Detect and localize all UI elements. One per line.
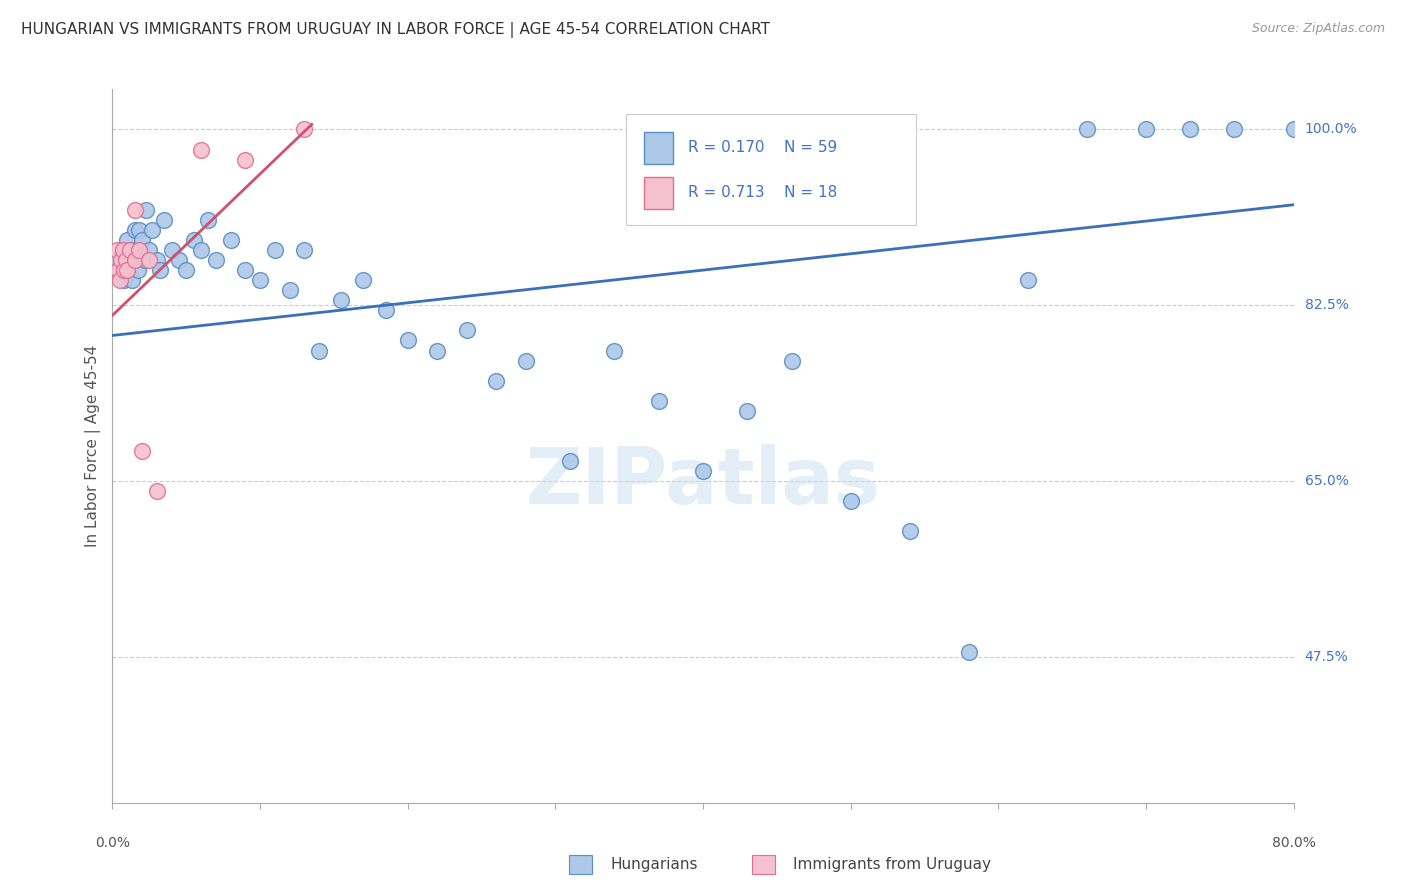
Point xyxy=(839,494,862,508)
Point xyxy=(330,293,353,308)
Point xyxy=(146,253,169,268)
Point xyxy=(141,223,163,237)
Text: ZIPatlas: ZIPatlas xyxy=(526,443,880,520)
Point xyxy=(125,243,148,257)
Point xyxy=(131,444,153,458)
Point xyxy=(138,253,160,268)
Point xyxy=(456,323,478,337)
Point xyxy=(127,263,149,277)
Text: 80.0%: 80.0% xyxy=(1271,836,1316,850)
Point xyxy=(205,253,228,268)
Point xyxy=(124,253,146,268)
Point xyxy=(167,253,190,268)
Point xyxy=(957,645,980,659)
Point xyxy=(117,233,138,247)
Point xyxy=(121,273,143,287)
Text: R = 0.170    N = 59: R = 0.170 N = 59 xyxy=(688,140,837,155)
Point xyxy=(108,263,131,277)
Text: Immigrants from Uruguay: Immigrants from Uruguay xyxy=(793,857,991,871)
Point xyxy=(396,334,419,348)
Point xyxy=(120,243,142,257)
Point xyxy=(190,143,212,157)
Point xyxy=(114,253,136,268)
Point xyxy=(1076,122,1098,136)
Text: 0.0%: 0.0% xyxy=(96,836,129,850)
Point xyxy=(128,243,150,257)
Point xyxy=(108,273,131,287)
Point xyxy=(174,263,197,277)
Point xyxy=(153,212,176,227)
Point xyxy=(128,223,150,237)
Point xyxy=(352,273,374,287)
Point xyxy=(124,202,146,217)
Point xyxy=(135,202,157,217)
Point xyxy=(233,153,256,167)
Point xyxy=(278,283,301,297)
FancyBboxPatch shape xyxy=(644,132,673,164)
Point xyxy=(120,243,142,257)
Point xyxy=(117,263,138,277)
Point xyxy=(603,343,626,358)
Point xyxy=(308,343,330,358)
Point xyxy=(1223,122,1246,136)
Point xyxy=(647,393,671,408)
Point xyxy=(190,243,212,257)
Point xyxy=(292,122,315,136)
Text: Hungarians: Hungarians xyxy=(610,857,697,871)
Point xyxy=(105,253,128,268)
Point xyxy=(146,484,169,499)
Point xyxy=(149,263,172,277)
Point xyxy=(160,243,183,257)
Text: Source: ZipAtlas.com: Source: ZipAtlas.com xyxy=(1251,22,1385,36)
Point xyxy=(107,263,129,277)
Point xyxy=(117,263,138,277)
Point xyxy=(780,353,803,368)
Point xyxy=(112,263,135,277)
Point xyxy=(1135,122,1157,136)
Point xyxy=(122,253,145,268)
Point xyxy=(124,223,146,237)
Point xyxy=(898,524,921,539)
Text: 65.0%: 65.0% xyxy=(1305,475,1348,488)
Point xyxy=(134,253,156,268)
Point xyxy=(112,273,135,287)
Point xyxy=(515,353,537,368)
Point xyxy=(105,243,128,257)
Text: 47.5%: 47.5% xyxy=(1305,650,1348,664)
Text: R = 0.713    N = 18: R = 0.713 N = 18 xyxy=(688,186,837,200)
Point xyxy=(374,303,396,318)
Point xyxy=(249,273,271,287)
Point xyxy=(485,374,508,388)
Point xyxy=(111,243,134,257)
Point xyxy=(692,464,714,478)
Point xyxy=(111,243,134,257)
Y-axis label: In Labor Force | Age 45-54: In Labor Force | Age 45-54 xyxy=(86,345,101,547)
Text: 82.5%: 82.5% xyxy=(1305,298,1348,312)
Point xyxy=(110,253,132,268)
Point xyxy=(233,263,256,277)
Text: HUNGARIAN VS IMMIGRANTS FROM URUGUAY IN LABOR FORCE | AGE 45-54 CORRELATION CHAR: HUNGARIAN VS IMMIGRANTS FROM URUGUAY IN … xyxy=(21,22,770,38)
Point xyxy=(1017,273,1039,287)
Point xyxy=(183,233,205,247)
Point xyxy=(426,343,449,358)
Point xyxy=(1282,122,1305,136)
Point xyxy=(737,404,759,418)
Text: 100.0%: 100.0% xyxy=(1305,122,1357,136)
FancyBboxPatch shape xyxy=(626,114,915,225)
Point xyxy=(264,243,287,257)
Point xyxy=(292,243,315,257)
Point xyxy=(558,454,582,468)
Point xyxy=(197,212,219,227)
Point xyxy=(114,253,136,268)
Point xyxy=(1178,122,1201,136)
Point xyxy=(219,233,242,247)
Point xyxy=(138,243,160,257)
Point xyxy=(131,233,153,247)
FancyBboxPatch shape xyxy=(644,177,673,209)
